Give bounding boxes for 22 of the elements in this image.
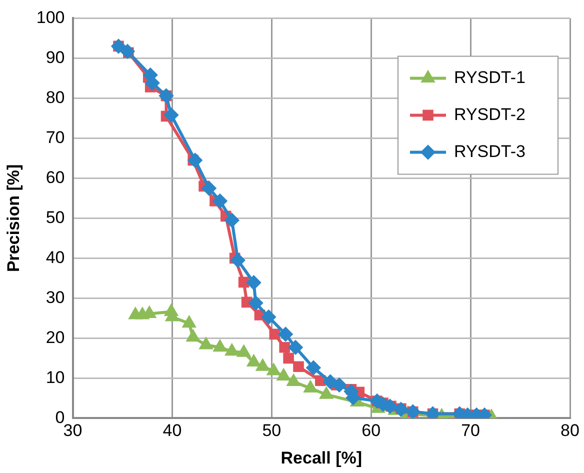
y-tick-label: 100 [36, 8, 65, 27]
x-tick-label: 40 [162, 421, 182, 440]
legend-label: RYSDT-3 [454, 142, 526, 161]
x-tick-label: 60 [362, 421, 381, 440]
y-tick-label: 70 [46, 128, 65, 147]
x-tick-label: 50 [262, 421, 282, 440]
legend-label: RYSDT-1 [454, 68, 526, 87]
y-axis-title: Precision [%] [4, 164, 23, 272]
y-tick-label: 30 [46, 288, 65, 307]
y-tick-label: 50 [46, 208, 65, 227]
y-tick-label: 40 [46, 248, 65, 267]
legend-label: RYSDT-2 [454, 104, 526, 124]
y-tick-label: 80 [46, 88, 65, 107]
y-tick-label: 90 [46, 48, 65, 67]
x-tick-label: 30 [63, 421, 82, 440]
y-tick-label: 10 [46, 368, 65, 387]
y-tick-label: 0 [55, 408, 65, 427]
x-axis-title: Recall [%] [280, 448, 362, 468]
y-tick-label: 60 [46, 168, 65, 187]
y-tick-label: 20 [46, 328, 65, 347]
x-tick-label: 80 [560, 421, 580, 440]
x-tick-label: 70 [461, 421, 480, 440]
